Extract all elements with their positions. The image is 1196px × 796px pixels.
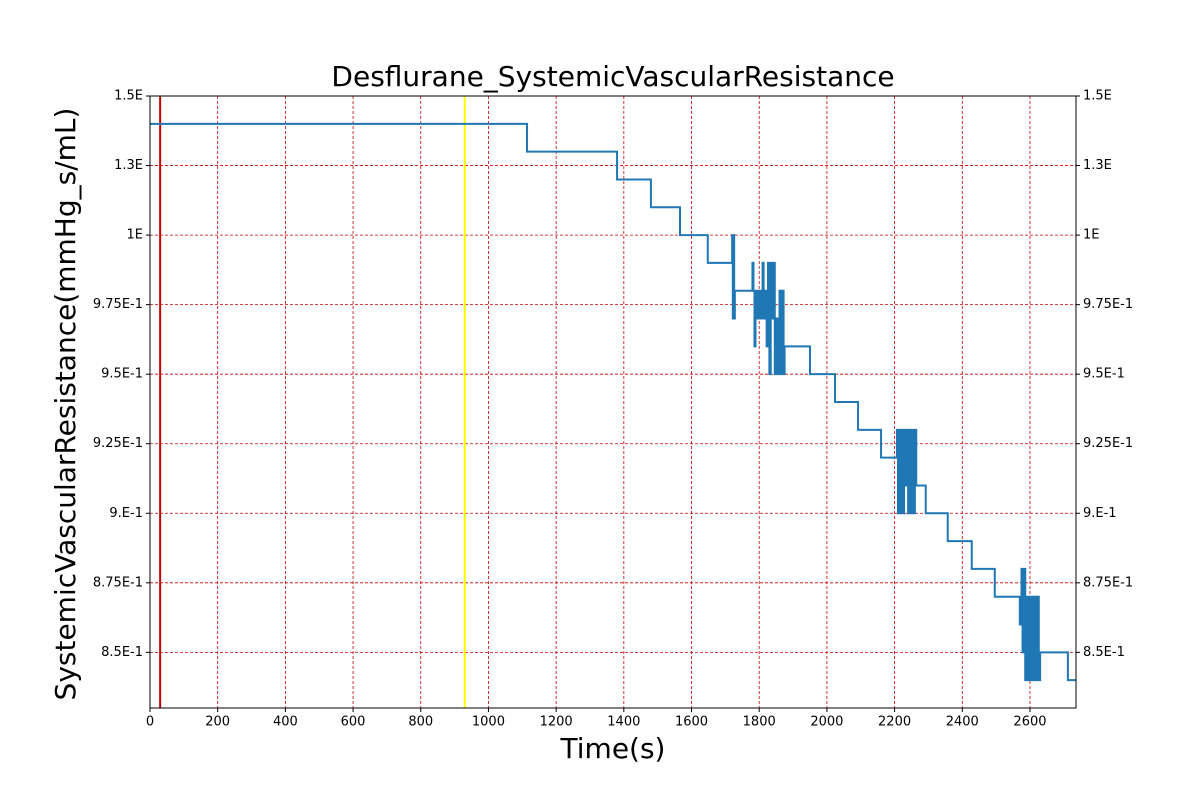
y-tick-label: 9.E-1 [1083,506,1117,521]
y-tick-label: 9.75E-1 [93,297,143,312]
x-axis-label: Time(s) [560,732,666,765]
y-tick-label: 9.5E-1 [101,367,143,382]
y-tick-label: 9.25E-1 [93,436,143,451]
y-tick-label: 1.5E [1083,89,1112,104]
y-tick-label: 9.5E-1 [1083,367,1125,382]
y-tick-label: 8.75E-1 [1083,575,1133,590]
y-tick-label: 9.25E-1 [1083,436,1133,451]
y-tick-label: 1.3E [114,158,143,173]
x-tick-label: 2200 [878,715,911,730]
y-tick-label: 9.75E-1 [1083,297,1133,312]
x-tick-label: 0 [146,715,154,730]
x-tick-label: 2000 [810,715,843,730]
y-tick-label: 1E [1083,228,1100,243]
y-tick-label: 8.75E-1 [93,575,143,590]
x-tick-label: 1200 [540,715,573,730]
y-tick-label: 1.3E [1083,158,1112,173]
data-line [150,122,1076,682]
x-tick-label: 1800 [743,715,776,730]
x-tick-label: 200 [205,715,230,730]
y-axis-label: SystemicVascularResistance(mmHg_s/mL) [49,108,82,701]
x-tick-label: 1000 [472,715,505,730]
x-tick-label: 1400 [607,715,640,730]
x-tick-label: 400 [273,715,298,730]
y-tick-label: 8.5E-1 [1083,645,1125,660]
plot-frame [149,95,1077,709]
x-tick-label: 600 [341,715,366,730]
y-tick-label: 1.5E [114,89,143,104]
y-tick-label: 8.5E-1 [101,645,143,660]
y-tick-label: 1E [127,228,144,243]
x-tick-label: 800 [408,715,433,730]
y-tick-label: 9.E-1 [109,506,143,521]
x-tick-label: 2400 [946,715,979,730]
x-tick-label: 2600 [1013,715,1046,730]
x-tick-label: 1600 [675,715,708,730]
chart-title: Desflurane_SystemicVascularResistance [331,60,894,93]
